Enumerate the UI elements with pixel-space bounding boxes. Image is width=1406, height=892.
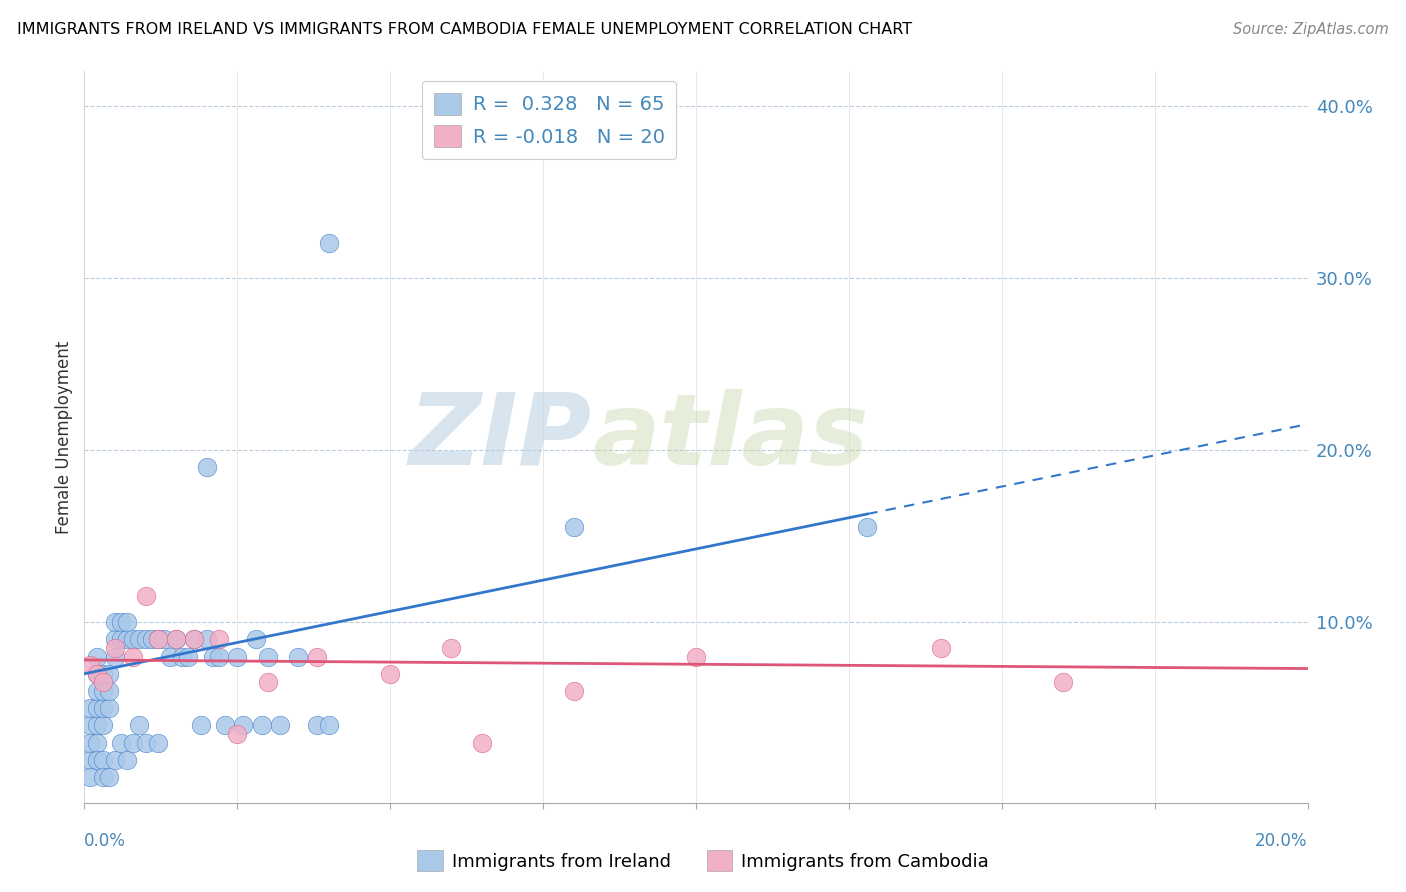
Point bbox=[110, 632, 132, 647]
Point bbox=[128, 718, 150, 732]
Point bbox=[226, 649, 249, 664]
Point bbox=[562, 684, 585, 698]
Point bbox=[110, 735, 132, 749]
Point bbox=[86, 701, 108, 715]
Point bbox=[471, 735, 494, 749]
Point bbox=[226, 727, 249, 741]
Point bbox=[287, 649, 309, 664]
Point bbox=[135, 589, 157, 603]
Point bbox=[135, 632, 157, 647]
Point bbox=[257, 649, 280, 664]
Point bbox=[122, 735, 145, 749]
Point bbox=[269, 718, 291, 732]
Point bbox=[104, 753, 127, 767]
Point bbox=[86, 718, 108, 732]
Point bbox=[208, 649, 231, 664]
Point bbox=[183, 632, 205, 647]
Legend: R =  0.328   N = 65, R = -0.018   N = 20: R = 0.328 N = 65, R = -0.018 N = 20 bbox=[422, 81, 676, 159]
Point bbox=[122, 632, 145, 647]
Point bbox=[115, 615, 138, 629]
Text: atlas: atlas bbox=[592, 389, 869, 485]
Point bbox=[159, 649, 181, 664]
Point bbox=[91, 666, 114, 681]
Point bbox=[440, 640, 463, 655]
Point bbox=[91, 684, 114, 698]
Point bbox=[86, 649, 108, 664]
Point bbox=[91, 718, 114, 732]
Point bbox=[257, 675, 280, 690]
Point bbox=[214, 718, 236, 732]
Point bbox=[232, 718, 254, 732]
Point bbox=[97, 770, 120, 784]
Point bbox=[86, 735, 108, 749]
Point bbox=[562, 520, 585, 534]
Point bbox=[141, 632, 163, 647]
Point bbox=[195, 460, 218, 475]
Point bbox=[245, 632, 267, 647]
Point bbox=[177, 649, 200, 664]
Text: 0.0%: 0.0% bbox=[84, 832, 127, 850]
Point bbox=[856, 520, 879, 534]
Text: ZIP: ZIP bbox=[409, 389, 592, 485]
Point bbox=[86, 753, 108, 767]
Text: Source: ZipAtlas.com: Source: ZipAtlas.com bbox=[1233, 22, 1389, 37]
Point bbox=[172, 649, 194, 664]
Point bbox=[104, 615, 127, 629]
Point bbox=[153, 632, 176, 647]
Point bbox=[122, 649, 145, 664]
Point bbox=[86, 684, 108, 698]
Point bbox=[685, 649, 707, 664]
Point bbox=[305, 649, 328, 664]
Point bbox=[195, 632, 218, 647]
Point bbox=[146, 735, 169, 749]
Point bbox=[110, 615, 132, 629]
Point bbox=[104, 632, 127, 647]
Point bbox=[79, 770, 101, 784]
Legend: Immigrants from Ireland, Immigrants from Cambodia: Immigrants from Ireland, Immigrants from… bbox=[411, 843, 995, 879]
Text: 20.0%: 20.0% bbox=[1256, 832, 1308, 850]
Point bbox=[929, 640, 952, 655]
Point bbox=[201, 649, 224, 664]
Point bbox=[1052, 675, 1074, 690]
Point bbox=[104, 649, 127, 664]
Point bbox=[86, 666, 108, 681]
Point bbox=[318, 236, 340, 251]
Text: IMMIGRANTS FROM IRELAND VS IMMIGRANTS FROM CAMBODIA FEMALE UNEMPLOYMENT CORRELAT: IMMIGRANTS FROM IRELAND VS IMMIGRANTS FR… bbox=[17, 22, 912, 37]
Point bbox=[79, 735, 101, 749]
Point bbox=[97, 666, 120, 681]
Point bbox=[97, 701, 120, 715]
Point bbox=[165, 632, 187, 647]
Point bbox=[115, 632, 138, 647]
Point bbox=[86, 666, 108, 681]
Point bbox=[208, 632, 231, 647]
Point bbox=[91, 701, 114, 715]
Point bbox=[146, 632, 169, 647]
Point bbox=[79, 658, 101, 673]
Point bbox=[97, 684, 120, 698]
Y-axis label: Female Unemployment: Female Unemployment bbox=[55, 341, 73, 533]
Point bbox=[183, 632, 205, 647]
Point bbox=[135, 735, 157, 749]
Point bbox=[91, 770, 114, 784]
Point bbox=[79, 701, 101, 715]
Point bbox=[190, 718, 212, 732]
Point bbox=[165, 632, 187, 647]
Point bbox=[79, 753, 101, 767]
Point bbox=[91, 675, 114, 690]
Point bbox=[305, 718, 328, 732]
Point bbox=[115, 753, 138, 767]
Point bbox=[380, 666, 402, 681]
Point bbox=[79, 718, 101, 732]
Point bbox=[146, 632, 169, 647]
Point bbox=[104, 640, 127, 655]
Point bbox=[91, 753, 114, 767]
Point bbox=[318, 718, 340, 732]
Point bbox=[250, 718, 273, 732]
Point bbox=[128, 632, 150, 647]
